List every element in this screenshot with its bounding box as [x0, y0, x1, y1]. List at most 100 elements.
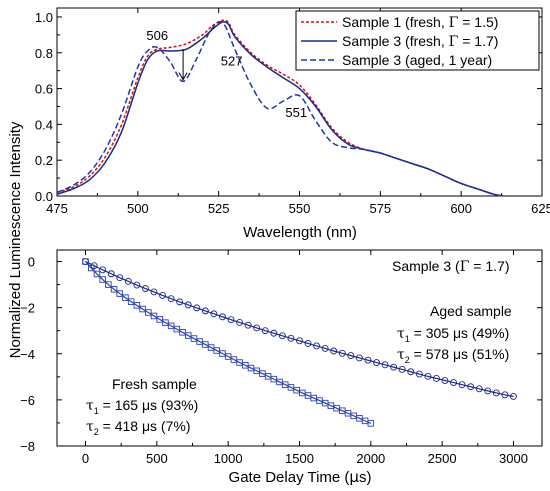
aged-data-point — [210, 310, 218, 318]
spectrum-annotations: 506 527 551 — [146, 28, 307, 120]
fresh-data-point — [110, 285, 118, 293]
aged-data-point — [270, 329, 278, 337]
aged-data-point — [201, 307, 209, 315]
aged-tau1: τ1 = 305 μs (49%) — [397, 325, 509, 344]
legend-label-sample3-fresh: Sample 3 (fresh, Γ = 1.7) — [342, 33, 498, 50]
aged-data-point — [484, 387, 492, 395]
fresh-data-point — [87, 264, 95, 272]
spectrum-y-tick-label: 1.0 — [35, 10, 53, 25]
series-line-sample3-aged — [56, 20, 504, 197]
spectrum-y-tick-label: 0.8 — [35, 46, 53, 61]
aged-data-point — [390, 363, 398, 371]
fresh-data-point — [139, 305, 146, 313]
aged-data-point — [407, 368, 415, 376]
fresh-tau1: τ1 = 165 μs (93%) — [86, 397, 198, 416]
spectrum-x-tick-label: 500 — [127, 201, 149, 216]
decay-y-tick-label: −2 — [20, 301, 35, 316]
aged-data-point — [82, 258, 89, 265]
decay-y-tick-label: −6 — [20, 393, 35, 408]
aged-data-point — [415, 370, 423, 378]
fresh-data-point — [127, 298, 135, 305]
aged-data-point — [278, 332, 286, 340]
aged-data-point — [253, 324, 261, 332]
spectrum-x-label: Wavelength (nm) — [243, 224, 357, 241]
spectrum-legend: Sample 1 (fresh, Γ = 1.5) Sample 3 (fres… — [295, 10, 540, 71]
decay-x-tick-label: 1000 — [214, 451, 243, 466]
aged-data-point — [347, 352, 355, 360]
aged-data-point — [450, 379, 458, 387]
fresh-data-point — [105, 281, 112, 288]
aged-data-point — [467, 383, 475, 391]
aged-data-point — [227, 316, 235, 324]
series-line-sample1-fresh — [56, 19, 504, 197]
aged-data-point — [475, 385, 483, 393]
fresh-tau2: τ2 = 418 μs (7%) — [86, 418, 190, 437]
aged-data-point — [313, 342, 321, 350]
fresh-data-point — [99, 276, 106, 283]
spectrum-y-ticks: 0.0 0.2 0.4 0.6 0.8 1.0 — [35, 10, 542, 204]
aged-data-point — [99, 266, 107, 274]
fresh-data-point — [116, 290, 124, 297]
aged-sample-annotation: Aged sample τ1 = 305 μs (49%) τ2 = 578 μ… — [397, 303, 512, 365]
aged-data-point — [304, 339, 312, 347]
aged-data-point — [432, 374, 440, 382]
decay-x-tick-label: 3000 — [499, 451, 528, 466]
aged-data-point — [236, 318, 244, 326]
spectrum-x-ticks: 475 500 525 550 575 600 625 — [46, 8, 550, 216]
aged-data-point — [133, 281, 141, 289]
legend-label-sample3-aged: Sample 3 (aged, 1 year) — [342, 52, 492, 68]
aged-data-point — [373, 359, 380, 366]
aged-data-point — [107, 270, 115, 278]
aged-data-point — [244, 321, 252, 329]
aged-data-point — [501, 391, 509, 399]
decay-y-tick-label: −8 — [20, 439, 35, 454]
fresh-sample-annotation: Fresh sample τ1 = 165 μs (93%) τ2 = 418 … — [86, 376, 198, 437]
spectrum-y-tick-label: 0.4 — [35, 117, 53, 132]
aged-data-point — [296, 337, 303, 345]
decay-x-label: Gate Delay Time (μs) — [229, 468, 372, 486]
spectrum-series — [56, 19, 504, 197]
legend-label-sample1-fresh: Sample 1 (fresh, Γ = 1.5) — [342, 14, 498, 31]
aged-data-point — [116, 274, 124, 282]
aged-data-point — [150, 288, 158, 296]
decay-data-points — [82, 258, 517, 427]
fresh-data-point — [150, 312, 158, 320]
aged-data-point — [167, 295, 175, 303]
fresh-data-point — [367, 420, 375, 427]
aged-data-point — [441, 377, 449, 384]
aged-sample-title: Aged sample — [430, 303, 512, 319]
fresh-data-point — [145, 309, 152, 316]
aged-data-point — [424, 372, 432, 380]
aged-data-point — [510, 392, 517, 400]
aging-arrow-head — [178, 72, 188, 81]
aged-data-point — [193, 304, 201, 312]
spectrum-x-tick-label: 625 — [531, 201, 550, 216]
decay-x-ticks: 0 500 1000 1500 2000 2500 3000 — [82, 250, 528, 466]
aged-data-point — [338, 349, 346, 357]
aged-data-point — [219, 313, 226, 321]
peak-label: 527 — [221, 53, 243, 68]
spectrum-y-tick-label: 0.0 — [35, 189, 53, 204]
decay-x-tick-label: 0 — [82, 451, 89, 466]
aged-data-point — [364, 356, 372, 364]
shared-y-label: Normalized Luminescence Intensity — [7, 121, 24, 358]
fresh-data-point — [82, 258, 89, 265]
decay-y-tick-label: 0 — [28, 255, 35, 270]
spectrum-x-tick-label: 575 — [369, 201, 391, 216]
aged-data-point — [159, 291, 167, 299]
spectrum-y-tick-label: 0.6 — [35, 82, 53, 97]
fresh-data-point — [122, 294, 129, 301]
aged-data-point — [184, 301, 192, 309]
decay-y-ticks: 0 −2 −4 −6 −8 — [20, 255, 542, 454]
aged-data-point — [398, 365, 406, 373]
decay-x-tick-label: 2000 — [356, 451, 385, 466]
aged-data-point — [355, 354, 363, 362]
peak-label: 506 — [146, 28, 168, 43]
decay-y-tick-label: −4 — [20, 347, 35, 362]
decay-panel: 0 −2 −4 −6 −8 0 500 1000 1500 2000 2500 3000 Gate … — [20, 249, 543, 486]
spectrum-x-tick-label: 475 — [46, 201, 68, 216]
sample-label: Sample 3 (Γ = 1.7) — [392, 258, 510, 275]
aged-data-point — [261, 327, 269, 335]
series-line-sample3-fresh — [56, 21, 504, 197]
